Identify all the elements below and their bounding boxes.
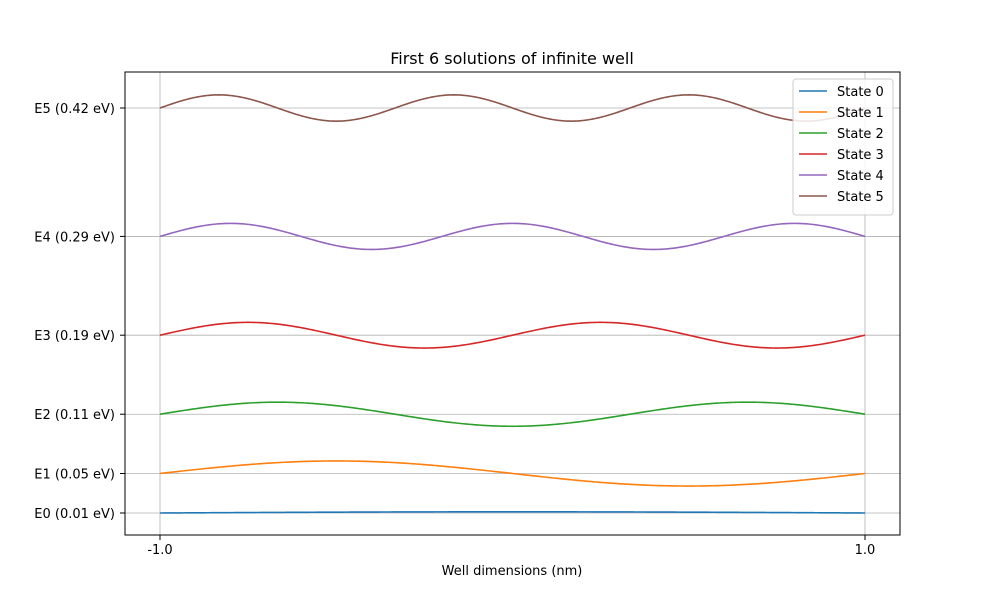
x-axis: -1.0 1.0 (147, 535, 875, 558)
y-tick-label: E2 (0.11 eV) (34, 408, 115, 423)
legend-label: State 2 (837, 127, 884, 142)
series-line-state-1 (159, 460, 866, 487)
legend: State 0 State 1 State 2 State 3 State 4 State… (792, 78, 894, 216)
y-tick-label: E5 (0.42 eV) (34, 102, 115, 117)
x-tick-label: -1.0 (147, 543, 172, 558)
x-axis-label: Well dimensions (nm) (442, 564, 583, 579)
y-axis: E0 (0.01 eV) E1 (0.05 eV) E2 (0.11 eV) E3 (… (34, 102, 125, 522)
series-line-state-4 (159, 222, 866, 251)
plot-area-frame (124, 71, 901, 536)
legend-box (792, 78, 894, 216)
series-line-state-2 (159, 401, 866, 428)
series-line-state-3 (159, 321, 866, 349)
series-line-state-5 (159, 94, 866, 122)
y-tick-label: E0 (0.01 eV) (34, 507, 115, 522)
chart-title: First 6 solutions of infinite well (390, 49, 634, 68)
plot-lines (159, 94, 866, 514)
legend-label: State 5 (837, 190, 884, 205)
y-tick-label: E1 (0.05 eV) (34, 467, 115, 482)
legend-label: State 4 (837, 169, 884, 184)
legend-label: State 3 (837, 148, 884, 163)
legend-label: State 0 (837, 85, 884, 100)
x-tick-label: 1.0 (855, 543, 876, 558)
legend-label: State 1 (837, 106, 884, 121)
y-tick-label: E4 (0.29 eV) (34, 230, 115, 245)
y-tick-label: E3 (0.19 eV) (34, 329, 115, 344)
series-line-state-0 (159, 511, 866, 514)
